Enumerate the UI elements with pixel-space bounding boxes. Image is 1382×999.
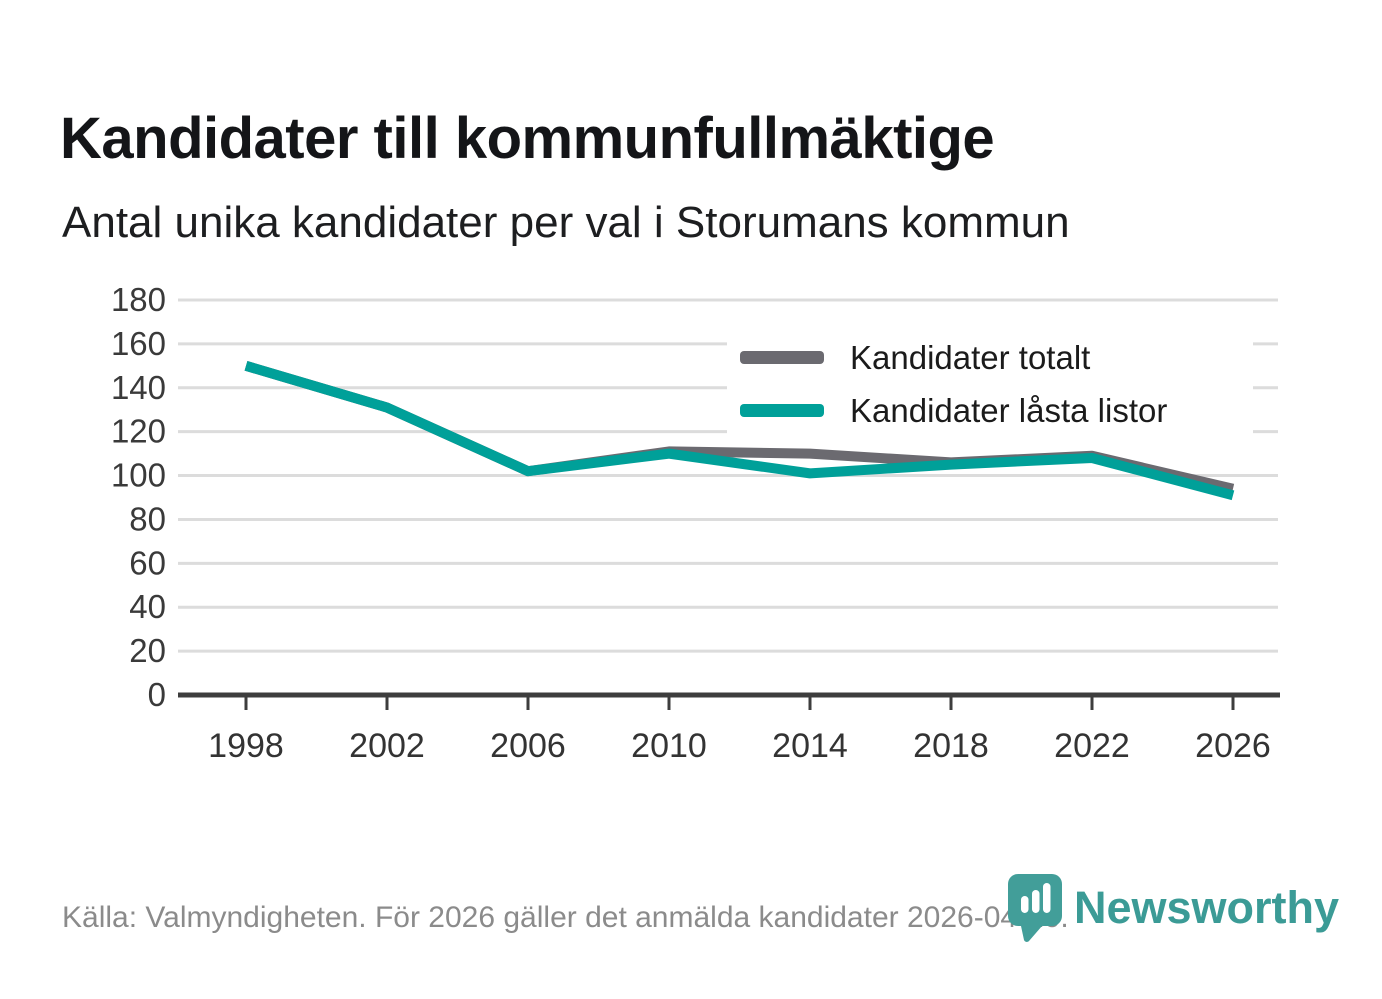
newsworthy-pin-icon (1008, 874, 1062, 942)
chart-subtitle: Antal unika kandidater per val i Storuma… (62, 198, 1070, 247)
svg-text:20: 20 (129, 632, 166, 669)
svg-text:2006: 2006 (490, 727, 566, 765)
newsworthy-wordmark: Newsworthy (1074, 882, 1340, 933)
legend-item-total: Kandidater totalt (740, 333, 1253, 383)
svg-text:60: 60 (129, 544, 166, 581)
svg-text:2026: 2026 (1195, 727, 1271, 765)
svg-text:1998: 1998 (208, 727, 284, 765)
svg-text:2002: 2002 (349, 727, 425, 765)
svg-text:2014: 2014 (772, 727, 848, 765)
svg-text:100: 100 (111, 457, 166, 494)
svg-text:120: 120 (111, 413, 166, 450)
svg-text:180: 180 (111, 281, 166, 318)
source-text: Källa: Valmyndigheten. För 2026 gäller d… (62, 901, 1069, 934)
svg-text:80: 80 (129, 500, 166, 537)
legend-swatch-total-icon (740, 351, 824, 364)
svg-text:2022: 2022 (1054, 727, 1130, 765)
legend-label-locked-lists: Kandidater låsta listor (850, 391, 1168, 429)
svg-text:0: 0 (148, 676, 166, 713)
svg-text:160: 160 (111, 325, 166, 362)
legend-item-locked-lists: Kandidater låsta listor (740, 386, 1253, 436)
legend-swatch-locked-lists-icon (740, 404, 824, 417)
legend-label-total: Kandidater totalt (850, 338, 1091, 376)
chart-title: Kandidater till kommunfullmäktige (60, 105, 995, 171)
svg-text:140: 140 (111, 369, 166, 406)
svg-text:40: 40 (129, 588, 166, 625)
chart-legend: Kandidater totalt Kandidater låsta listo… (727, 331, 1253, 437)
svg-text:2010: 2010 (631, 727, 707, 765)
svg-text:2018: 2018 (913, 727, 989, 765)
